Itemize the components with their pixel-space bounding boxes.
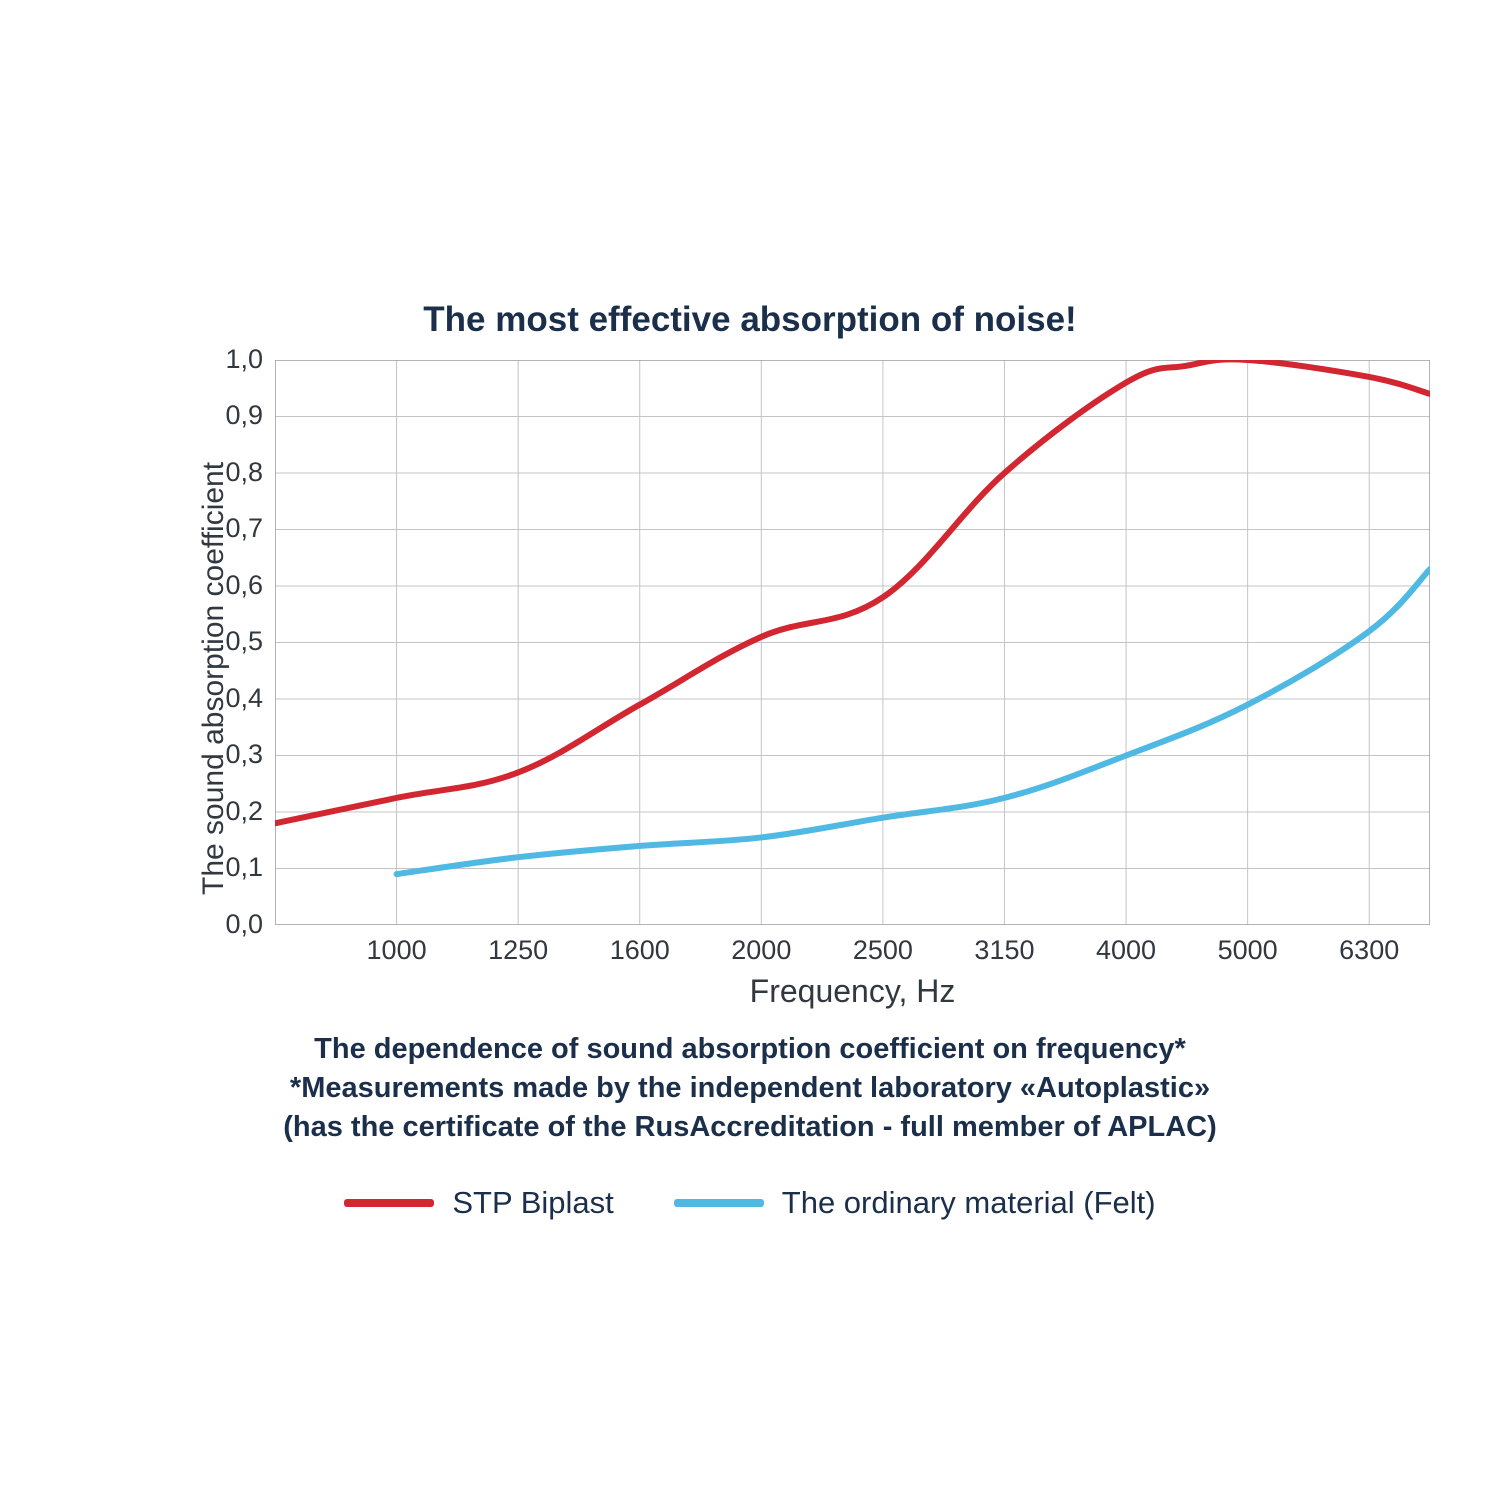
caption-line: The dependence of sound absorption coeff… <box>0 1030 1500 1069</box>
caption-line: (has the certificate of the RusAccredita… <box>0 1108 1500 1147</box>
legend-swatch <box>344 1199 434 1207</box>
y-tick-label: 0,0 <box>225 909 263 940</box>
y-tick-label: 0,6 <box>225 570 263 601</box>
y-tick-label: 0,5 <box>225 626 263 657</box>
legend-item: STP Biplast <box>344 1185 613 1221</box>
y-tick-label: 0,7 <box>225 513 263 544</box>
x-tick-label: 1600 <box>600 935 680 966</box>
y-tick-label: 0,3 <box>225 739 263 770</box>
legend-label: The ordinary material (Felt) <box>782 1185 1156 1221</box>
caption-line: *Measurements made by the independent la… <box>0 1069 1500 1108</box>
plot-svg <box>275 360 1430 925</box>
x-tick-label: 2500 <box>843 935 923 966</box>
x-tick-label: 5000 <box>1208 935 1288 966</box>
chart-stage: The most effective absorption of noise! … <box>0 0 1500 1500</box>
y-tick-label: 1,0 <box>225 344 263 375</box>
legend-label: STP Biplast <box>452 1185 613 1221</box>
y-tick-label: 0,2 <box>225 796 263 827</box>
chart-title: The most effective absorption of noise! <box>0 300 1500 340</box>
x-tick-label: 2000 <box>721 935 801 966</box>
x-tick-label: 6300 <box>1329 935 1409 966</box>
x-tick-label: 4000 <box>1086 935 1166 966</box>
legend-item: The ordinary material (Felt) <box>674 1185 1156 1221</box>
y-tick-label: 0,8 <box>225 457 263 488</box>
legend: STP Biplast The ordinary material (Felt) <box>0 1185 1500 1221</box>
y-tick-label: 0,9 <box>225 400 263 431</box>
x-tick-label: 1250 <box>478 935 558 966</box>
x-axis-label: Frequency, Hz <box>275 973 1430 1010</box>
chart-caption: The dependence of sound absorption coeff… <box>0 1030 1500 1147</box>
x-tick-label: 3150 <box>964 935 1044 966</box>
y-tick-label: 0,1 <box>225 852 263 883</box>
x-tick-label: 1000 <box>357 935 437 966</box>
plot-area <box>275 360 1430 925</box>
legend-swatch <box>674 1199 764 1207</box>
y-tick-label: 0,4 <box>225 683 263 714</box>
